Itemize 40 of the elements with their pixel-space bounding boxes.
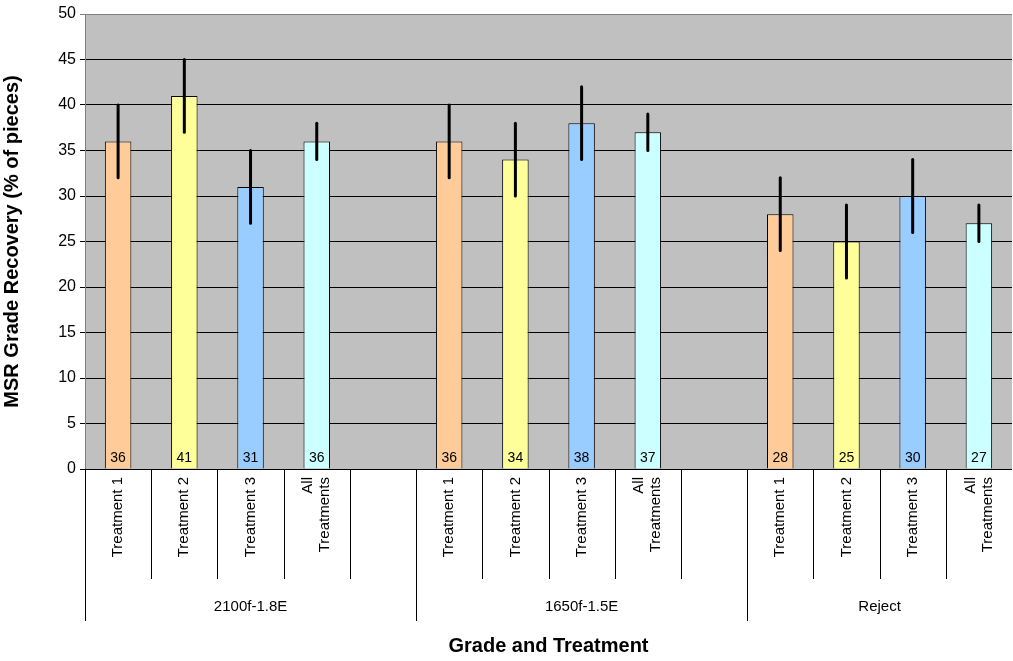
text: Reject — [858, 597, 902, 615]
data-label: 36 — [110, 448, 127, 465]
y-tick-label: 45 — [58, 49, 77, 67]
x-tick-label: Treatment 1 — [439, 477, 457, 558]
x-tick-label: All Treatments — [629, 477, 664, 553]
data-label: 38 — [573, 448, 590, 465]
x-tick-label: Treatment 2 — [174, 477, 192, 558]
data-label: 28 — [772, 448, 789, 465]
y-tick-label: 35 — [58, 140, 77, 158]
data-label: 41 — [176, 448, 193, 465]
data-label: 27 — [971, 448, 987, 465]
data-label: 30 — [904, 448, 921, 465]
text: 1650f-1.5E — [544, 597, 619, 615]
text: 2100f-1.8E — [213, 597, 288, 615]
x-tick-label: Treatment 2 — [836, 477, 854, 558]
x-tick-label: Treatment 3 — [240, 477, 258, 558]
y-tick-label: 10 — [58, 368, 77, 386]
x-tick-label: Treatment 1 — [770, 477, 788, 558]
x-tick-label: All Treatments — [298, 477, 333, 553]
y-tick-label: 20 — [58, 277, 77, 295]
x-tick-label: Treatment 3 — [571, 477, 589, 558]
y-tick-label: 50 — [58, 4, 77, 22]
data-label: 31 — [242, 448, 259, 465]
y-tick-label: 25 — [58, 231, 77, 249]
x-axis-title: Grade and Treatment — [448, 633, 649, 656]
data-label: 36 — [308, 448, 325, 465]
data-label: 34 — [507, 448, 524, 465]
x-tick-label: All Treatments — [960, 477, 995, 553]
x-tick-label: Treatment 2 — [505, 477, 523, 558]
data-label: 25 — [838, 448, 855, 465]
data-label: 36 — [441, 448, 458, 465]
y-tick-label: 40 — [58, 95, 77, 113]
y-tick-label: 15 — [58, 322, 77, 340]
y-tick-label: 30 — [58, 186, 77, 204]
y-tick-label: 5 — [67, 413, 77, 431]
y-axis-title: MSR Grade Recovery (% of pieces) — [0, 75, 22, 408]
x-tick-label: Treatment 3 — [902, 477, 920, 558]
y-tick-label: 0 — [67, 459, 77, 477]
data-label: 37 — [640, 448, 656, 465]
x-tick-label: Treatment 1 — [108, 477, 126, 558]
